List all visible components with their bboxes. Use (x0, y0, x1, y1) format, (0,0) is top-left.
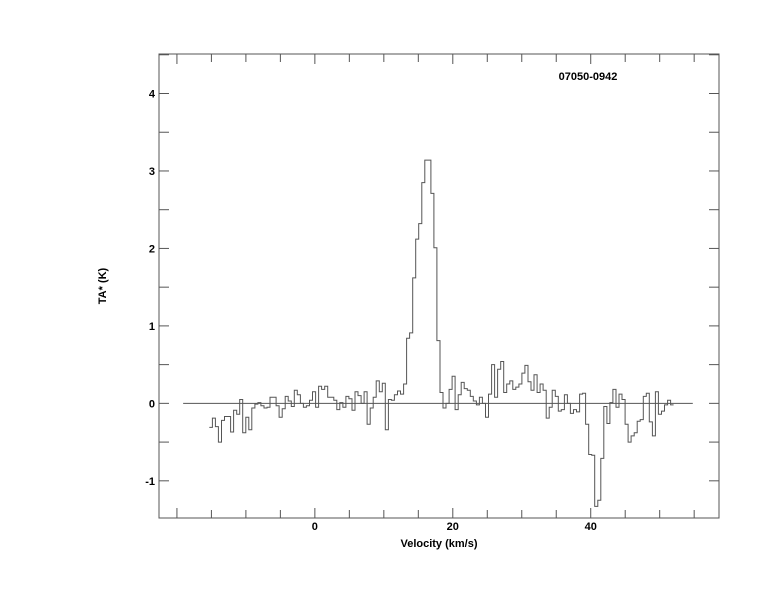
y-axis-label: TA* (K) (97, 267, 109, 304)
tick-labels: 0 20 40 -1 0 1 2 3 4 (145, 89, 597, 533)
x-tick-label: 20 (447, 521, 459, 533)
x-tick-label: 40 (585, 521, 597, 533)
y-tick-label: -1 (145, 476, 155, 488)
plot-frame (158, 53, 720, 519)
y-tick-label: 4 (149, 89, 156, 101)
y-tick-label: 1 (149, 321, 155, 333)
axis-ticks (159, 54, 719, 518)
x-axis-label: Velocity (km/s) (400, 538, 477, 550)
chart-title: 07050-0942 (559, 71, 618, 83)
y-tick-label: 2 (149, 243, 155, 255)
y-tick-label: 3 (149, 166, 155, 178)
x-tick-label: 0 (312, 521, 318, 533)
y-tick-label: 0 (149, 398, 155, 410)
spectrum-trace (209, 159, 674, 507)
